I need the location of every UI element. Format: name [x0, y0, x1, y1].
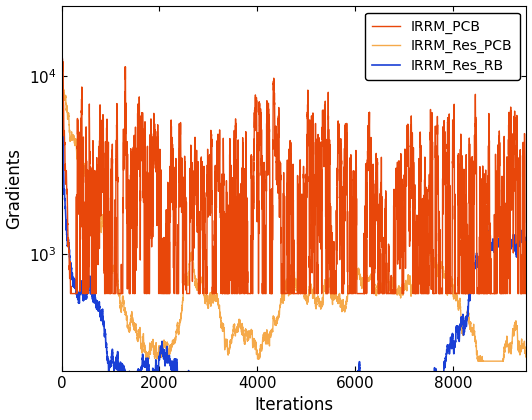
IRRM_PCB — [401, 244, 407, 249]
Line: IRRM_Res_RB: IRRM_Res_RB — [62, 16, 526, 378]
IRRM_Res_RB — [59, 13, 65, 18]
IRRM_Res_PCB — [168, 347, 174, 352]
IRRM_Res_RB — [122, 376, 128, 381]
IRRM_PCB — [168, 131, 174, 136]
IRRM_Res_RB — [95, 308, 102, 313]
IRRM_Res_RB — [401, 376, 407, 381]
IRRM_PCB — [286, 164, 292, 169]
Line: IRRM_PCB: IRRM_PCB — [62, 57, 526, 294]
IRRM_Res_RB — [286, 376, 292, 381]
IRRM_Res_RB — [168, 364, 174, 369]
IRRM_Res_PCB — [286, 287, 292, 292]
IRRM_PCB — [95, 181, 102, 186]
IRRM_Res_PCB — [59, 74, 65, 79]
IRRM_PCB — [127, 189, 134, 194]
Legend: IRRM_PCB, IRRM_Res_PCB, IRRM_Res_RB: IRRM_PCB, IRRM_Res_PCB, IRRM_Res_RB — [365, 13, 520, 80]
IRRM_PCB — [59, 55, 65, 60]
IRRM_Res_PCB — [523, 351, 529, 356]
Y-axis label: Gradients: Gradients — [5, 148, 23, 229]
IRRM_Res_PCB — [401, 285, 407, 290]
IRRM_Res_PCB — [59, 72, 65, 77]
X-axis label: Iterations: Iterations — [254, 396, 334, 415]
IRRM_Res_RB — [450, 346, 456, 351]
IRRM_Res_RB — [523, 241, 529, 246]
IRRM_PCB — [59, 60, 65, 65]
IRRM_Res_PCB — [95, 214, 102, 219]
IRRM_Res_PCB — [450, 294, 456, 299]
IRRM_Res_PCB — [144, 359, 150, 364]
IRRM_PCB — [68, 291, 74, 296]
Line: IRRM_Res_PCB: IRRM_Res_PCB — [62, 75, 526, 361]
IRRM_PCB — [450, 150, 456, 155]
IRRM_Res_PCB — [127, 320, 134, 325]
IRRM_PCB — [523, 242, 529, 247]
IRRM_Res_RB — [127, 376, 134, 381]
